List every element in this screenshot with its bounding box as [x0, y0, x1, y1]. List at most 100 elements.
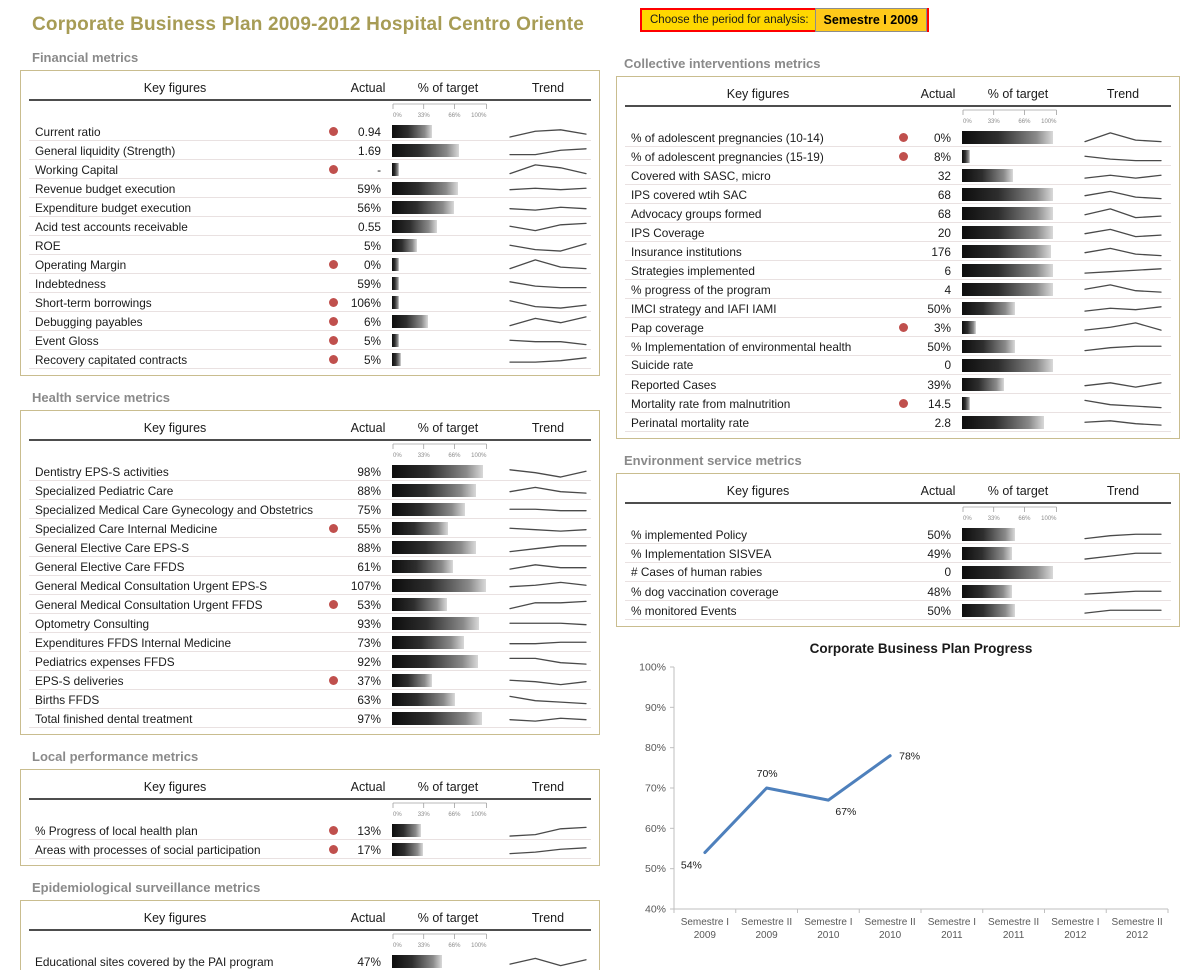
metric-actual: 88% — [357, 483, 381, 498]
trend-sparkline — [1084, 155, 1162, 162]
table-row: Areas with processes of social participa… — [29, 840, 591, 859]
trend-cell — [1075, 261, 1171, 280]
target-cell — [961, 528, 1075, 541]
trend-cell — [505, 481, 591, 500]
target-cell — [391, 503, 505, 516]
target-bar-track — [392, 598, 488, 611]
table-row: Insurance institutions 176 — [625, 242, 1171, 261]
svg-text:40%: 40% — [645, 904, 666, 916]
metric-actual: 3% — [933, 320, 951, 335]
trend-sparkline — [509, 339, 587, 346]
trend-cell — [505, 709, 591, 728]
trend-sparkline — [1084, 345, 1162, 352]
metric-actual: 0 — [944, 358, 951, 372]
trend-cell — [1075, 128, 1171, 147]
metric-actual: 106% — [350, 295, 381, 310]
table-row: Specialized Care Internal Medicine 55% — [29, 519, 591, 538]
alert-cell — [321, 127, 345, 136]
table-row: Debugging payables 6% — [29, 312, 591, 331]
trend-cell — [1075, 394, 1171, 413]
target-scale-ruler: 0% 33% 66% 100% — [392, 443, 487, 459]
metric-name: Covered with SASC, micro — [631, 168, 771, 183]
period-selector-dropdown[interactable]: Semestre I 2009 — [814, 8, 928, 32]
alert-cell — [321, 260, 345, 269]
metric-actual: 32 — [937, 168, 951, 183]
trend-cell — [505, 633, 591, 652]
trend-sparkline — [509, 564, 587, 570]
metric-actual: 53% — [357, 597, 381, 612]
section-financial: Financial metrics Key figures Actual % of t… — [20, 50, 600, 376]
metric-table-local: Key figures Actual % of target Trend 0% 33% 66… — [20, 769, 600, 866]
table-row: Covered with SASC, micro 32 — [625, 166, 1171, 185]
target-cell — [391, 522, 505, 535]
metric-name: Strategies implemented — [631, 263, 755, 278]
target-bar — [392, 182, 459, 195]
svg-text:0%: 0% — [393, 812, 402, 818]
table-row: General Elective Care FFDS 61% — [29, 557, 591, 576]
table-row: # Cases of human rabies 0 — [625, 563, 1171, 582]
target-bar — [392, 239, 417, 252]
table-row: Expenditure budget execution 56% — [29, 198, 591, 217]
target-scale-ruler: 0% 33% 66% 100% — [392, 802, 487, 818]
target-cell — [391, 182, 505, 195]
svg-text:0%: 0% — [963, 119, 972, 125]
target-bar — [392, 503, 465, 516]
metric-name: Indebtedness — [35, 276, 106, 291]
metric-name: Revenue budget execution — [35, 181, 176, 196]
alert-cell — [321, 524, 345, 533]
trend-cell — [505, 255, 591, 274]
table-row: Acid test accounts receivable 0.55 — [29, 217, 591, 236]
metric-table-environment: Key figures Actual % of target Trend 0% 33% 66… — [616, 473, 1180, 627]
metric-actual: 92% — [357, 654, 381, 669]
trend-cell — [505, 179, 591, 198]
metric-name: General Medical Consultation Urgent FFDS — [35, 597, 263, 612]
svg-text:33%: 33% — [418, 113, 431, 119]
target-bar — [962, 188, 1054, 201]
metric-name: Perinatal mortality rate — [631, 415, 750, 430]
col-header-trend: Trend — [531, 910, 565, 925]
trend-sparkline — [509, 129, 587, 138]
metric-actual: 75% — [357, 502, 381, 517]
alert-cell — [321, 600, 345, 609]
svg-text:100%: 100% — [471, 943, 487, 949]
target-bar — [392, 296, 399, 309]
scale-row: 0% 33% 66% 100% — [29, 441, 591, 462]
table-row: Recovery capitated contracts 5% — [29, 350, 591, 369]
svg-text:100%: 100% — [639, 662, 666, 674]
trend-cell — [505, 141, 591, 160]
trend-sparkline — [509, 581, 587, 588]
table-row: General Medical Consultation Urgent FFDS… — [29, 595, 591, 614]
trend-sparkline — [509, 187, 587, 191]
target-bar-track — [392, 125, 488, 138]
svg-text:0%: 0% — [393, 113, 402, 119]
table-row: Educational sites covered by the PAI pro… — [29, 952, 591, 970]
left-sections: Financial metrics Key figures Actual % of t… — [20, 50, 600, 970]
target-bar — [962, 321, 977, 334]
metric-actual: 59% — [357, 276, 381, 291]
metric-name: Pediatrics expenses FFDS — [35, 654, 175, 669]
target-bar-track — [962, 547, 1058, 560]
trend-cell — [505, 690, 591, 709]
target-bar-track — [392, 334, 488, 347]
section-title-local: Local performance metrics — [32, 749, 199, 764]
target-bar-track — [392, 824, 488, 837]
metric-actual: 49% — [927, 546, 951, 561]
target-bar — [392, 843, 423, 856]
target-cell — [961, 226, 1075, 239]
metric-name: % implemented Policy — [631, 527, 748, 542]
trend-sparkline — [509, 469, 587, 478]
table-row: IPS covered wtih SAC 68 — [625, 185, 1171, 204]
trend-sparkline — [509, 206, 587, 211]
scale-cell: 0% 33% 66% 100% — [391, 801, 505, 820]
target-bar — [392, 201, 455, 214]
scale-cell: 0% 33% 66% 100% — [391, 932, 505, 951]
target-bar-track — [392, 503, 488, 516]
target-bar-track — [962, 378, 1058, 391]
target-cell — [391, 484, 505, 497]
svg-text:0%: 0% — [963, 516, 972, 522]
table-row: Pap coverage 3% — [625, 318, 1171, 337]
target-bar-track — [962, 358, 1058, 372]
metric-name: General Medical Consultation Urgent EPS-… — [35, 578, 268, 593]
table-row: Operating Margin 0% — [29, 255, 591, 274]
trend-sparkline — [1084, 208, 1162, 219]
